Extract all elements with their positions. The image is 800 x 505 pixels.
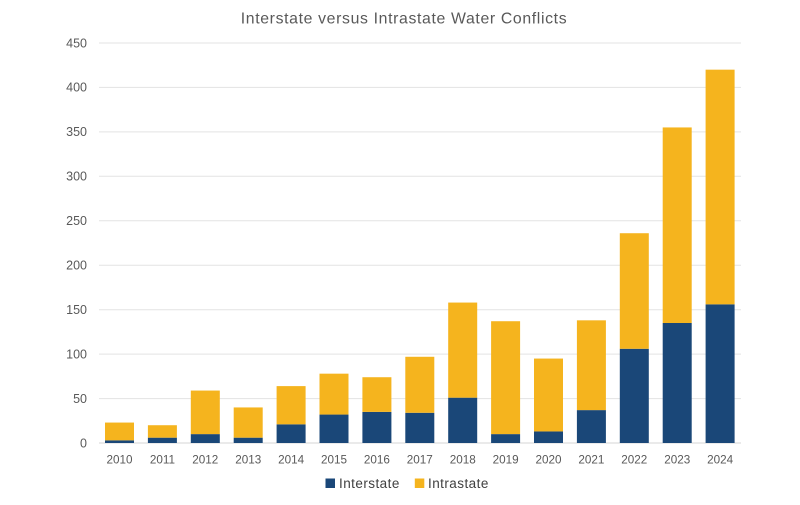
svg-text:350: 350 xyxy=(66,125,87,139)
svg-text:2012: 2012 xyxy=(192,454,218,467)
svg-text:Interstate versus Intrastate W: Interstate versus Intrastate Water Confl… xyxy=(241,10,568,27)
svg-text:150: 150 xyxy=(66,303,87,317)
svg-text:2019: 2019 xyxy=(493,454,519,467)
svg-text:300: 300 xyxy=(66,170,87,184)
svg-text:200: 200 xyxy=(66,259,87,273)
svg-text:2015: 2015 xyxy=(321,454,348,467)
svg-text:Interstate: Interstate xyxy=(339,476,400,491)
svg-text:2017: 2017 xyxy=(407,454,433,467)
svg-text:2010: 2010 xyxy=(106,454,133,467)
svg-text:250: 250 xyxy=(66,214,87,228)
svg-text:50: 50 xyxy=(73,392,87,406)
svg-text:0: 0 xyxy=(80,436,87,450)
svg-text:2013: 2013 xyxy=(235,454,261,467)
svg-text:Intrastate: Intrastate xyxy=(428,476,489,491)
svg-text:100: 100 xyxy=(66,347,87,361)
svg-text:2024: 2024 xyxy=(707,454,734,467)
svg-text:2011: 2011 xyxy=(150,454,175,467)
svg-text:2022: 2022 xyxy=(621,454,647,467)
svg-text:450: 450 xyxy=(66,36,87,50)
svg-text:2014: 2014 xyxy=(278,454,305,467)
svg-text:2020: 2020 xyxy=(535,454,562,467)
svg-text:2021: 2021 xyxy=(578,454,604,467)
svg-text:2018: 2018 xyxy=(450,454,476,467)
svg-text:2016: 2016 xyxy=(364,454,390,467)
svg-text:400: 400 xyxy=(66,81,87,95)
svg-text:2023: 2023 xyxy=(664,454,690,467)
